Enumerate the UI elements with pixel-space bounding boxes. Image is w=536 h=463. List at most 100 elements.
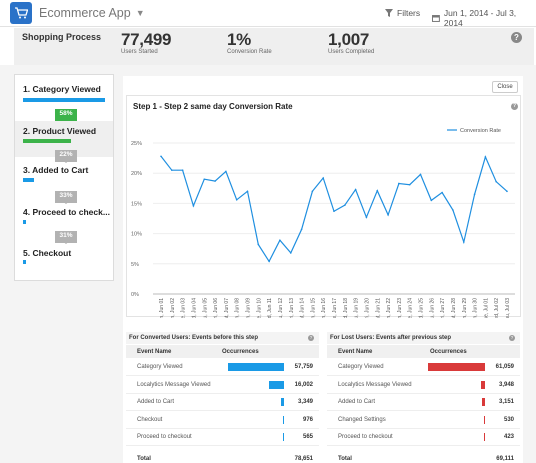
table-row[interactable]: Category Viewed 61,059 (327, 359, 520, 376)
app-title[interactable]: Ecommerce App (39, 6, 131, 20)
help-icon[interactable]: ? (308, 335, 314, 341)
data-point (203, 178, 206, 181)
table-row[interactable]: Category Viewed 57,759 (126, 359, 319, 376)
x-tick-label: Thu, Jun 05 (202, 298, 208, 318)
chevron-down-icon[interactable]: ▼ (135, 8, 145, 18)
occurrence-count: 3,151 (498, 399, 514, 405)
step-4[interactable]: 4. Proceed to check... (15, 203, 113, 240)
data-point (484, 156, 487, 158)
step-5[interactable]: 5. Checkout (15, 243, 113, 280)
data-point (311, 190, 314, 193)
event-name: Category Viewed (137, 364, 183, 370)
metric-users-started: 77,499 Users Started (121, 30, 172, 55)
filters-button[interactable]: Filters (385, 8, 420, 18)
line-chart: 25% 20% 15% 10% 5% 0% Sun, Jun 01 Mon, Jun 02 Tu… (131, 128, 515, 318)
data-point (419, 173, 422, 176)
total-value: 69,111 (496, 456, 514, 462)
total-label: Total (338, 456, 352, 462)
data-point (452, 209, 454, 211)
total-value: 78,651 (294, 456, 313, 462)
data-point (398, 182, 400, 185)
y-tick-label: 15% (131, 201, 142, 207)
x-tick-label: Sat, Jun 28 (451, 298, 457, 318)
occurrence-count: 57,759 (294, 364, 313, 370)
conversion-badge: 33% (55, 191, 77, 204)
x-tick-label: Tue, Jul 01 (483, 298, 489, 318)
data-point (344, 204, 346, 207)
total-label: Total (137, 456, 151, 462)
funnel-steps: 1. Category Viewed 58% 2. Product Viewed… (14, 74, 114, 281)
x-tick-label: Wed, Jun 11 (267, 298, 273, 318)
x-tick-label: Sat, Jun 21 (375, 298, 381, 318)
table-title: For Lost Users: Events after previous st… (327, 332, 520, 344)
x-tick-label: Thu, Jun 26 (429, 298, 435, 318)
x-tick-label: Mon, Jun 09 (246, 298, 252, 318)
step-label: 4. Proceed to check... (23, 207, 110, 217)
table-row[interactable]: Proceed to checkout 423 (327, 429, 520, 446)
date-range-picker[interactable]: Jun 1, 2014 - Jul 3, 2014 (432, 8, 536, 28)
filters-label: Filters (397, 8, 421, 18)
col-event-name[interactable]: Event Name (338, 349, 373, 355)
cart-icon[interactable] (10, 2, 32, 24)
data-point (181, 169, 184, 171)
y-tick-label: 5% (131, 262, 139, 268)
step-1[interactable]: 1. Category Viewed (15, 75, 113, 112)
table-title: For Converted Users: Events before this … (126, 332, 319, 344)
data-point (289, 252, 292, 254)
y-tick-label: 20% (131, 171, 142, 177)
x-tick-label: Thu, Jun 19 (354, 298, 360, 318)
data-point (192, 205, 195, 207)
step-3[interactable]: 3. Added to Cart (15, 162, 113, 199)
data-point (354, 188, 357, 191)
y-tick-label: 10% (131, 232, 142, 238)
data-point (506, 190, 508, 193)
event-name: Added to Cart (338, 399, 376, 405)
occurrence-bar (283, 415, 284, 424)
event-name: Localytics Message Viewed (137, 381, 211, 388)
table-row[interactable]: Added to Cart 3,151 (327, 394, 520, 411)
summary-band: Shopping Process 77,499 Users Started 1%… (14, 28, 534, 65)
data-point (322, 177, 324, 179)
step-label: 3. Added to Cart (23, 165, 89, 175)
occurrence-count: 3,349 (297, 399, 313, 405)
col-occurrences[interactable]: Occurrences (222, 349, 259, 355)
table-row[interactable]: Localytics Message Viewed 3,948 (327, 377, 520, 394)
table-row[interactable]: Changed Settings 530 (327, 412, 520, 429)
occurrence-bar (281, 398, 284, 406)
data-point (430, 199, 433, 202)
date-range-label: Jun 1, 2014 - Jul 3, 2014 (443, 8, 517, 28)
x-tick-label: Sat, Jun 07 (224, 298, 230, 318)
x-tick-label: Fri, Jun 06 (213, 298, 219, 318)
help-icon[interactable]: ? (511, 32, 522, 43)
col-event-name[interactable]: Event Name (137, 349, 172, 355)
x-tick-label: Tue, Jun 24 (408, 298, 414, 318)
data-point (376, 189, 379, 192)
x-tick-label: Tue, Jun 17 (332, 298, 338, 318)
step-bar (23, 220, 26, 224)
table-row[interactable]: Checkout 976 (126, 412, 319, 429)
funnel-title: Shopping Process (22, 32, 102, 42)
x-tick-label: Mon, Jun 16 (321, 298, 327, 318)
close-button[interactable]: Close (492, 81, 518, 93)
calendar-icon (432, 15, 440, 22)
conversion-badge: 22% (55, 150, 77, 163)
filter-icon (385, 9, 393, 17)
help-icon[interactable]: ? (511, 103, 518, 110)
x-tick-label: Mon, Jun 23 (397, 298, 403, 318)
help-icon[interactable]: ? (509, 335, 515, 341)
occurrence-count: 530 (503, 416, 514, 423)
metric-value: 77,499 (121, 30, 172, 49)
series-line (160, 155, 508, 263)
step-label: 1. Category Viewed (23, 84, 101, 94)
metric-value: 1,007 (328, 30, 370, 49)
table-row[interactable]: Proceed to checkout 565 (126, 429, 319, 446)
table-row[interactable]: Added to Cart 3,349 (126, 394, 319, 411)
occurrence-bar (283, 433, 284, 441)
step-bar (23, 98, 105, 102)
conversion-badge: 31% (55, 231, 77, 244)
x-tick-label: Sun, Jun 29 (462, 298, 468, 318)
col-occurrences[interactable]: Occurrences (430, 349, 467, 355)
table-total: Total 78,651 (126, 454, 319, 463)
occurrence-count: 423 (503, 434, 514, 440)
table-row[interactable]: Localytics Message Viewed 16,002 (126, 377, 319, 394)
